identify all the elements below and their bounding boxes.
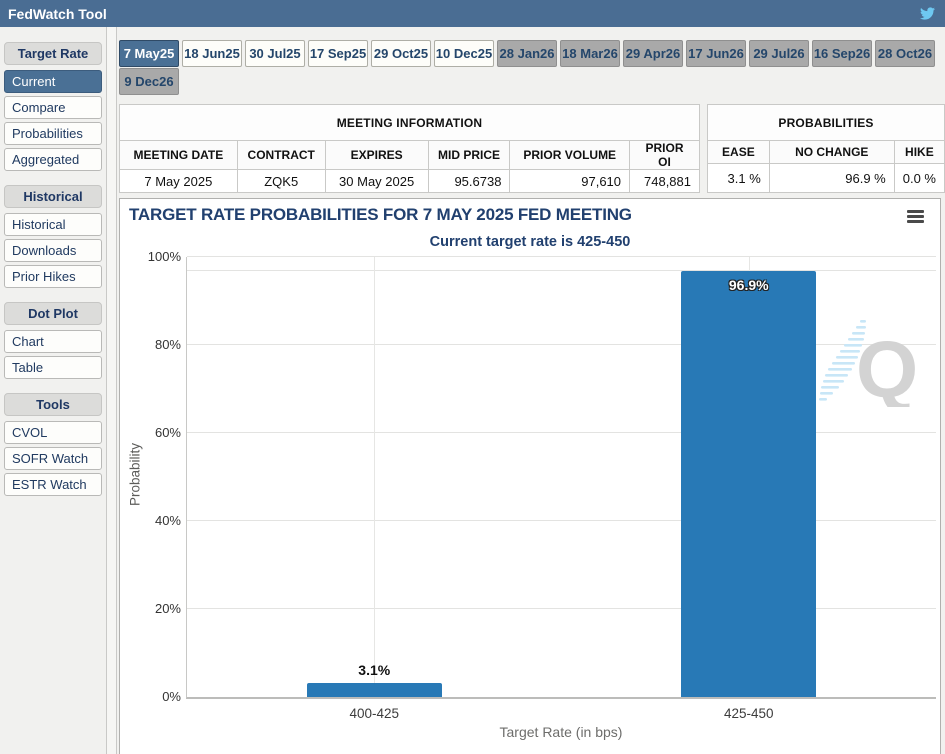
col-contract: CONTRACT (236, 140, 326, 170)
chart-panel: TARGET RATE PROBABILITIES FOR 7 MAY 2025… (119, 198, 941, 754)
gridline-h (187, 432, 936, 433)
cell-prior-oi: 748,881 (629, 169, 700, 193)
sidebar-item-downloads[interactable]: Downloads (4, 239, 102, 262)
cell-ease: 3.1 % (707, 163, 770, 193)
sidebar-item-sofr-watch[interactable]: SOFR Watch (4, 447, 102, 470)
tab-29-apr26[interactable]: 29 Apr26 (623, 40, 683, 67)
bar-value-label: 3.1% (358, 662, 391, 679)
tab-28-oct26[interactable]: 28 Oct26 (875, 40, 935, 67)
meeting-info-table: MEETING INFORMATION MEETING DATE CONTRAC… (119, 104, 700, 193)
col-ease: EASE (707, 140, 770, 164)
col-hike: HIKE (893, 140, 945, 164)
svg-text:Q: Q (856, 325, 918, 407)
x-tick-label: 400-425 (349, 706, 400, 721)
main-panel: 7 May25 18 Jun25 30 Jul25 17 Sep25 29 Oc… (117, 27, 945, 754)
tab-9-dec26[interactable]: 9 Dec26 (119, 68, 179, 95)
sidebar-item-probabilities[interactable]: Probabilities (4, 122, 102, 145)
y-tick-label: 60% (154, 425, 181, 440)
col-no-change: NO CHANGE (768, 140, 895, 164)
gridline-h (187, 256, 936, 257)
tab-16-sep26[interactable]: 16 Sep26 (812, 40, 872, 67)
tab-30-jul25[interactable]: 30 Jul25 (245, 40, 305, 67)
bar-value-label: 96.9% (728, 276, 769, 293)
probabilities-row: 3.1 % 96.9 % 0.0 % (707, 163, 945, 193)
meeting-info-row: 7 May 2025 ZQK5 30 May 2025 95.6738 97,6… (119, 169, 700, 193)
col-prior-oi: PRIOR OI (629, 140, 700, 170)
cell-mid-price: 95.6738 (427, 169, 511, 193)
y-tick-label: 20% (154, 601, 181, 616)
y-axis-label: Probability (127, 442, 143, 507)
quikstrike-watermark-icon: Q (810, 317, 922, 414)
sidebar-item-current[interactable]: Current (4, 70, 102, 93)
y-tick-label: 100% (147, 249, 181, 264)
gridline-v (374, 257, 376, 697)
tab-28-jan26[interactable]: 28 Jan26 (497, 40, 557, 67)
cell-expires: 30 May 2025 (324, 169, 429, 193)
probabilities-header-row: EASE NO CHANGE HIKE (707, 140, 945, 164)
x-tick-label: 425-450 (723, 706, 774, 721)
tab-29-jul26[interactable]: 29 Jul26 (749, 40, 809, 67)
chart-bar-425-450[interactable] (681, 270, 817, 697)
sidebar-item-historical[interactable]: Historical (4, 213, 102, 236)
col-expires: EXPIRES (324, 140, 429, 170)
chart-subtitle: Current target rate is 425-450 (429, 234, 631, 250)
tab-17-jun26[interactable]: 17 Jun26 (686, 40, 746, 67)
y-tick-label: 0% (162, 689, 181, 704)
sidebar-item-table[interactable]: Table (4, 356, 102, 379)
cell-prior-volume: 97,610 (509, 169, 631, 193)
sidebar-item-estr-watch[interactable]: ESTR Watch (4, 473, 102, 496)
sidebar-item-aggregated[interactable]: Aggregated (4, 148, 102, 171)
gridline-h (187, 344, 936, 345)
x-axis-label: Target Rate (in bps) (499, 724, 623, 740)
tab-10-dec25[interactable]: 10 Dec25 (434, 40, 494, 67)
cell-meeting-date: 7 May 2025 (119, 169, 238, 193)
sidebar-item-chart[interactable]: Chart (4, 330, 102, 353)
sidebar-item-prior-hikes[interactable]: Prior Hikes (4, 265, 102, 288)
sidebar: Target Rate Current Compare Probabilitie… (0, 27, 106, 754)
y-tick-label: 40% (154, 513, 181, 528)
probabilities-title: PROBABILITIES (707, 104, 945, 141)
col-meeting-date: MEETING DATE (119, 140, 238, 170)
tab-29-oct25[interactable]: 29 Oct25 (371, 40, 431, 67)
cell-no-change: 96.9 % (768, 163, 895, 193)
tab-18-mar26[interactable]: 18 Mar26 (560, 40, 620, 67)
meeting-tabs-row1: 7 May25 18 Jun25 30 Jul25 17 Sep25 29 Oc… (119, 40, 945, 67)
meeting-info-title: MEETING INFORMATION (119, 104, 700, 141)
chart-menu-icon[interactable] (907, 210, 924, 225)
meeting-tabs-row2: 9 Dec26 (119, 68, 945, 95)
gridline-h (187, 608, 936, 609)
sidebar-header-historical: Historical (4, 185, 102, 208)
app-title: FedWatch Tool (8, 5, 107, 22)
col-mid-price: MID PRICE (427, 140, 511, 170)
sidebar-item-cvol[interactable]: CVOL (4, 421, 102, 444)
tab-7-may25[interactable]: 7 May25 (119, 40, 179, 67)
cell-contract: ZQK5 (236, 169, 326, 193)
gridline-h (187, 520, 936, 521)
chart-title: TARGET RATE PROBABILITIES FOR 7 MAY 2025… (129, 205, 632, 224)
meeting-info-header-row: MEETING DATE CONTRACT EXPIRES MID PRICE … (119, 140, 700, 170)
y-tick-label: 80% (154, 337, 181, 352)
app-header: FedWatch Tool (0, 0, 945, 27)
sidebar-header-tools: Tools (4, 393, 102, 416)
plot-area: Q 0% 20% 40% 60% 80% 100% 3.1% 400-425 96.9% 425-… (148, 250, 936, 721)
cell-hike: 0.0 % (893, 163, 945, 193)
sidebar-header-target-rate: Target Rate (4, 42, 102, 65)
sidebar-scrollbar[interactable] (106, 27, 117, 754)
probabilities-table: PROBABILITIES EASE NO CHANGE HIKE 3.1 % … (707, 104, 945, 193)
chart-bar-400-425[interactable] (306, 683, 442, 697)
col-prior-volume: PRIOR VOLUME (509, 140, 631, 170)
tab-18-jun25[interactable]: 18 Jun25 (182, 40, 242, 67)
sidebar-item-compare[interactable]: Compare (4, 96, 102, 119)
tab-17-sep25[interactable]: 17 Sep25 (308, 40, 368, 67)
sidebar-header-dot-plot: Dot Plot (4, 302, 102, 325)
gridline-guide (187, 269, 936, 271)
twitter-icon[interactable] (919, 6, 937, 22)
